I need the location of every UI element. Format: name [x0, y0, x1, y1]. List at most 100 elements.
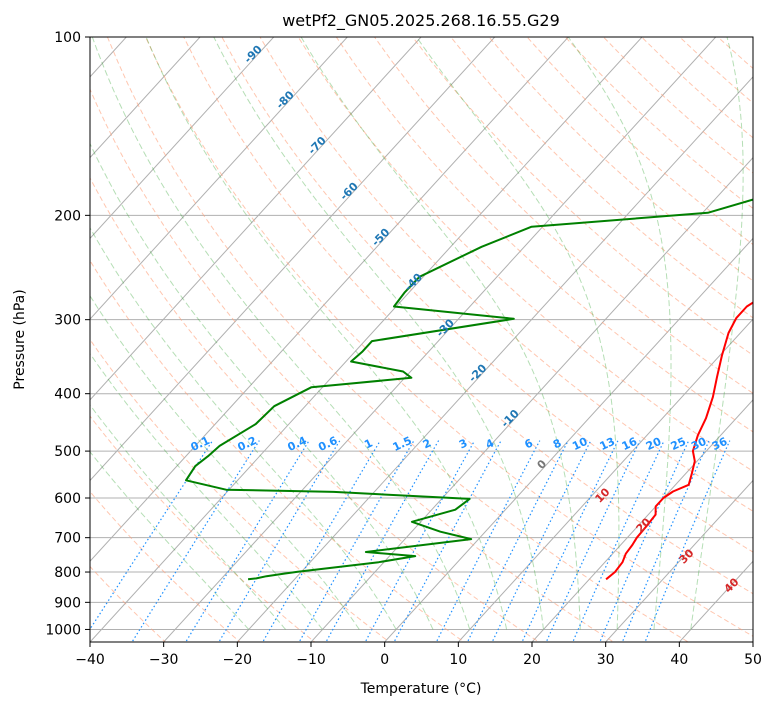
mixing-ratio-label: 13 [598, 435, 617, 453]
plot-area [0, 10, 775, 654]
mixing-ratio-line [298, 440, 415, 642]
chart-title: wetPf2_GN05.2025.268.16.55.G29 [282, 11, 560, 31]
isotherm-line [90, 37, 643, 642]
isotherm-label: -60 [338, 180, 361, 203]
x-tick-label: −40 [75, 652, 105, 668]
isotherm-line [90, 37, 201, 159]
moist-adiabat-line [90, 226, 397, 630]
dry-adiabat-line [764, 10, 775, 654]
isotherm-line [457, 318, 753, 642]
x-axis-label: Temperature (°C) [360, 681, 482, 697]
mixing-ratio-line [364, 440, 476, 642]
y-tick-label: 600 [54, 491, 81, 507]
x-tick-label: 50 [744, 652, 762, 668]
y-tick-label: 800 [54, 565, 81, 581]
mixing-ratio-line [644, 440, 731, 642]
x-tick-label: −20 [223, 652, 253, 668]
isotherm-label: -50 [369, 226, 392, 249]
isotherm-line [604, 479, 753, 642]
mixing-ratio-line [435, 440, 541, 642]
moist-adiabat-line [90, 404, 286, 630]
moist-adiabat-line [690, 37, 744, 630]
mixing-ratio-label: 25 [669, 435, 688, 453]
y-tick-label: 900 [54, 595, 81, 611]
dry-adiabat-line [640, 37, 753, 139]
mixing-ratio-label: 16 [620, 435, 640, 453]
dry-adiabat-line [145, 37, 753, 637]
isotherm-line [310, 156, 753, 642]
dry-adiabat-line [373, 37, 753, 394]
mixing-ratio-label: 2 [421, 436, 433, 451]
mixing-ratio-label: 20 [644, 435, 664, 453]
isotherm-line [90, 37, 422, 401]
x-tick-label: 30 [597, 652, 615, 668]
moist-adiabat-label: 10 [593, 485, 613, 505]
y-tick-label: 1000 [45, 622, 81, 638]
mixing-ratio-line [521, 440, 619, 642]
y-tick-label: 700 [54, 531, 81, 547]
mixing-ratio-label: 36 [710, 435, 730, 453]
y-axis-label: Pressure (hPa) [12, 289, 28, 389]
x-tick-label: 20 [523, 652, 541, 668]
plot-frame [89, 36, 754, 643]
isotherm-line [236, 76, 753, 642]
background-line-labels: 0.1 0.2 0.4 0.6 1 1.5 2 3 4 6 8 10 13 16 20 25 30 36-90-8… [189, 42, 742, 595]
mixing-ratio-label: 8 [551, 436, 563, 451]
mixing-ratio-line [90, 440, 214, 631]
mixing-ratio-label: 1 [362, 436, 374, 451]
moist-adiabat-label: 20 [634, 515, 654, 535]
isotherm-line [90, 37, 349, 320]
mixing-ratio-line [599, 440, 690, 642]
dewpoint-profile [185, 198, 753, 581]
mixing-ratio-line [621, 440, 710, 642]
dry-adiabat-line [259, 37, 753, 512]
isotherm-line [90, 37, 570, 563]
x-tick-label: −30 [149, 652, 179, 668]
dry-adiabat-line [411, 37, 753, 356]
dry-adiabat-line [450, 37, 753, 319]
dry-adiabat-line [90, 259, 465, 642]
moist-adiabat-line [90, 450, 250, 630]
mixing-ratio-line [545, 440, 641, 642]
moist-adiabat-line [91, 37, 471, 630]
y-tick-label: 500 [54, 444, 81, 460]
dry-adiabat-line [526, 37, 753, 246]
dry-adiabat-line [335, 37, 753, 433]
x-tick-label: 10 [449, 652, 467, 668]
y-tick-label: 400 [54, 387, 81, 403]
isotherm-line [0, 10, 4, 654]
dry-adiabat-line [90, 176, 540, 642]
mixing-ratio-line [466, 440, 569, 642]
dry-adiabat-line [727, 10, 775, 654]
mixing-ratio-line [131, 440, 260, 642]
isotherm-label: -20 [466, 361, 489, 384]
moist-adiabat-line [90, 294, 360, 630]
y-tick-label: 100 [54, 30, 81, 46]
mixing-ratio-line [185, 440, 310, 642]
isotherm-label: -10 [499, 407, 522, 430]
x-tick-label: 0 [380, 652, 389, 668]
x-tick-label: −10 [296, 652, 326, 668]
isotherm-label: -90 [242, 42, 265, 65]
moist-adiabat-line [145, 37, 508, 630]
isotherm-line [531, 399, 753, 642]
mixing-ratio-label: 3 [457, 436, 469, 451]
dry-adiabat-line [90, 490, 241, 642]
moist-adiabat-line [416, 37, 620, 630]
dry-adiabat-line [90, 415, 316, 642]
dry-adiabat-line [90, 338, 391, 642]
x-tick-label: 40 [670, 652, 688, 668]
moist-adiabat-line [213, 37, 544, 630]
moist-adiabat-line [90, 352, 323, 630]
moist-adiabat-label: 30 [677, 546, 697, 566]
mixing-ratio-line [325, 440, 440, 642]
moist-adiabat-line [300, 37, 581, 630]
y-tick-label: 300 [54, 313, 81, 329]
temperature-profile [605, 301, 753, 581]
isotherm-line [90, 37, 496, 482]
moist-adiabat-line [567, 37, 672, 630]
moist-adiabat-line [90, 142, 434, 630]
isotherm-line [162, 37, 717, 642]
mixing-ratio-label: 10 [570, 435, 590, 453]
